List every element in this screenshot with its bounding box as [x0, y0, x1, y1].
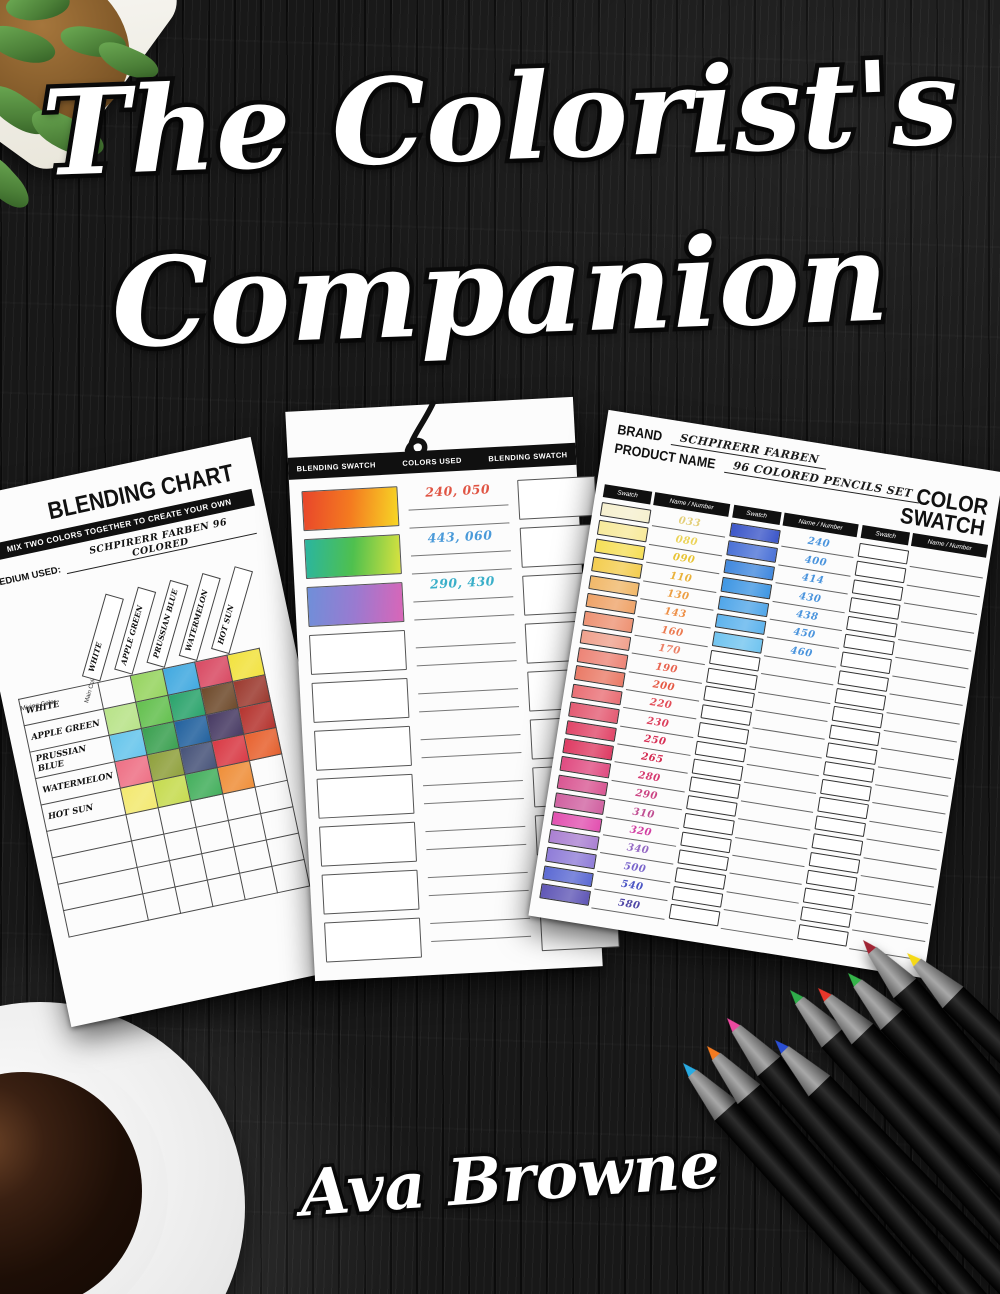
color-swatch-page: BRAND SCHPIRERR FARBEN PRODUCT NAME 96 C…	[528, 409, 1000, 979]
book-title-line1: The Colorist's	[35, 28, 965, 208]
colors-used-lines	[414, 618, 517, 669]
colors-used-lines	[421, 756, 524, 807]
colors-used-lines	[426, 847, 529, 899]
header-blending-swatch-right: BLENDING SWATCH	[488, 449, 568, 463]
blending-swatch-box	[311, 677, 410, 723]
colors-used-blank-line	[415, 643, 517, 667]
colors-used-blank-line	[427, 872, 529, 897]
colors-used-lines: 290, 430	[412, 572, 515, 623]
header-blending-swatch-left: BLENDING SWATCH	[296, 459, 376, 473]
blending-swatch-box	[301, 486, 400, 532]
blending-swatch-box	[306, 582, 405, 628]
colors-used-blank-line	[408, 505, 510, 529]
author-signature: Ava Browne	[294, 1124, 726, 1235]
colors-used-lines	[424, 801, 527, 853]
blending-swatch-box	[308, 629, 407, 675]
blending-swatch-box	[316, 773, 415, 819]
colors-used-column: 240, 050 443, 060 290, 430	[407, 480, 532, 965]
blend-cell-empty	[239, 866, 278, 900]
colors-used-blank-line	[425, 826, 527, 851]
blend-cell-empty	[175, 880, 213, 914]
blending-swatch-box	[314, 725, 412, 771]
colors-used-lines	[419, 710, 522, 761]
blend-cell-empty	[271, 859, 310, 893]
colors-used-blank-line	[411, 551, 512, 575]
colors-used-blank-line	[423, 780, 524, 805]
blending-swatch-box-empty	[517, 475, 598, 520]
header-colors-used: COLORS USED	[402, 455, 462, 468]
colors-used-lines	[416, 664, 520, 715]
colors-used-blank-line	[420, 735, 522, 759]
colors-used-blank-line	[430, 918, 532, 943]
colors-used-lines: 443, 060	[409, 526, 512, 577]
colors-used-blank-line	[418, 689, 520, 713]
colors-used-lines	[428, 893, 532, 945]
blending-swatch-box	[324, 917, 423, 963]
medium-used-label: MEDIUM USED:	[0, 564, 62, 590]
color-swatch-table: Swatch Name / Number 033 080 090 110 130 143 160…	[531, 477, 993, 961]
colors-used-lines: 240, 050	[407, 480, 510, 531]
blending-swatch-box	[319, 821, 417, 867]
blending-swatch-box	[303, 534, 402, 580]
colors-used-blank-line	[413, 597, 515, 621]
blending-swatch-box	[321, 869, 420, 915]
blending-grid: Main Color Mixing Color WHITE APPLE GREEN PR…	[13, 566, 311, 938]
blend-cell-empty	[207, 873, 246, 907]
book-title-line2: Companion	[105, 200, 896, 380]
blend-cell-empty	[142, 886, 181, 921]
blending-swatch-column	[301, 486, 423, 970]
blending-swatch-page: BLENDING SWATCH COLORS USED BLENDING SWA…	[285, 396, 620, 982]
